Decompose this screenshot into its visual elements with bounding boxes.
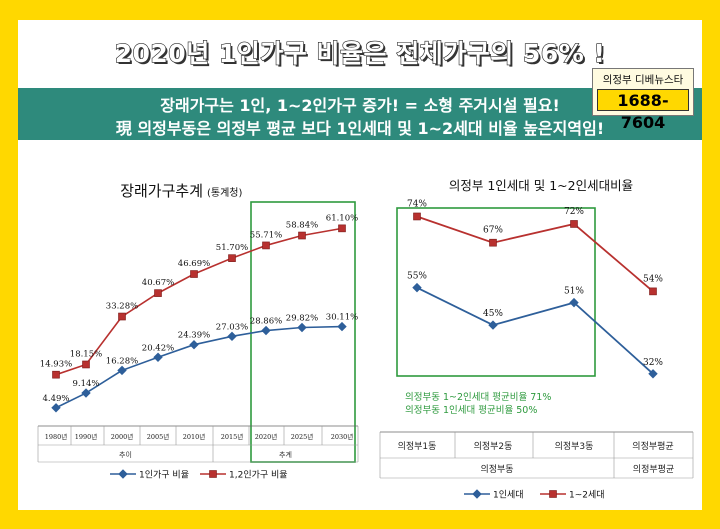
chart2-data-point: [489, 238, 497, 247]
chart2-data-label: 55%: [407, 272, 427, 282]
info-banner: 장래가구는 1인, 1~2인가구 증가! = 소형 주거시설 필요! 現 의정부…: [18, 88, 702, 140]
chart1-data-label: 18.15%: [70, 349, 102, 359]
chart1-x-tick-label: 2000년: [111, 432, 134, 441]
title-bar: 2020년 1인가구 비율은 전체가구의 56% !: [18, 20, 702, 82]
chart1-data-label: 55.71%: [250, 230, 282, 240]
chart2-data-label: 74%: [407, 199, 427, 209]
chart1-x-tick-label: 1980년: [45, 432, 68, 441]
chart2-data-label: 32%: [643, 358, 663, 368]
chart2-title: 의정부 1인세대 및 1~2인세대비율: [449, 178, 633, 193]
chart1-x-tick-label: 2030년: [331, 432, 354, 441]
chart2-data-label: 51%: [564, 287, 584, 297]
chart1-data-point: [154, 289, 162, 297]
chart2-data-point: [648, 369, 658, 379]
chart2-highlight-box: [396, 207, 596, 377]
chart2-x-tick-label: 의정부1동: [398, 441, 437, 452]
chart2-legend-marker: [549, 490, 557, 498]
chart1-x-tick-label: 1990년: [75, 432, 98, 441]
chart1-title: 장래가구추계: [120, 182, 203, 200]
chart1-data-label: 29.82%: [286, 313, 318, 323]
brand-phone: 1688-7604: [597, 89, 689, 132]
chart1-data-label: 51.70%: [216, 243, 248, 253]
chart1-subtitle: (통계청): [207, 187, 243, 199]
chart1-data-point: [261, 325, 271, 336]
chart2-x-tick-label: 의정부2동: [474, 441, 513, 452]
chart1-data-label: 28.86%: [250, 317, 282, 327]
chart1-data-point: [117, 365, 127, 376]
chart2-annotation: 의정부동 1인세대 평균비율 50%: [405, 405, 537, 416]
household-projection-chart: 장래가구추계 (통계청) 1980년 1990년 2000년 2005년 2010년 2015…: [37, 182, 359, 481]
chart2-legend-marker: [472, 489, 482, 499]
chart2-annotation: 의정부동 1~2인세대 평균비율 71%: [405, 392, 551, 403]
chart1-data-label: 46.69%: [178, 259, 210, 269]
chart2-data-label: 72%: [564, 207, 584, 217]
chart2-data-label: 67%: [483, 226, 503, 236]
chart1-x-tick-label: 2010년: [183, 432, 206, 441]
chart1-data-label: 9.14%: [72, 379, 99, 389]
chart2-data-point: [569, 297, 579, 308]
chart1-data-point: [227, 331, 237, 342]
chart1-data-point: [337, 321, 347, 332]
chart1-data-label: 24.39%: [178, 331, 210, 341]
chart1-data-point: [228, 254, 236, 262]
chart1-data-label: 4.49%: [42, 394, 69, 404]
chart1-data-label: 33.28%: [106, 302, 138, 312]
chart1-data-label: 14.93%: [40, 360, 72, 370]
chart2-data-point: [412, 282, 422, 293]
chart1-data-point: [297, 322, 307, 333]
chart1-data-label: 61.10%: [326, 213, 358, 223]
chart2-data-point: [413, 212, 421, 221]
chart2-data-label: 45%: [483, 309, 503, 319]
chart1-x-tick-label: 2015년: [221, 432, 244, 441]
chart1-data-point: [338, 224, 346, 233]
chart2-series-line: [416, 286, 654, 375]
chart1-legend-label: 1인가구 비율: [139, 470, 189, 481]
chart2-series-line: [416, 215, 654, 293]
chart1-data-point: [81, 388, 91, 398]
chart1-data-point: [298, 231, 306, 240]
chart1-data-label: 58.84%: [286, 221, 318, 231]
chart1-data-point: [51, 403, 61, 413]
chart1-data-point: [118, 312, 126, 321]
chart1-data-label: 40.67%: [142, 278, 174, 288]
chart2-x-tick-label: 의정부평균: [632, 441, 673, 452]
chart1-data-point: [262, 241, 270, 250]
chart2-legend-label: 1인세대: [493, 490, 524, 501]
banner-line-2: 現 의정부동은 의정부 평균 보다 1인세대 및 1~2세대 비율 높은지역임!: [115, 119, 605, 138]
chart2-data-point: [649, 287, 657, 296]
chart1-data-point: [82, 360, 90, 369]
chart1-data-point: [52, 370, 60, 379]
chart2-group-label: 의정부평균: [633, 464, 674, 475]
brand-name: 의정부 디베뉴스타: [602, 74, 684, 86]
infographic-frame: 2020년 1인가구 비율은 전체가구의 56% ! 의정부 디베뉴스타 168…: [18, 20, 702, 510]
brand-box: 의정부 디베뉴스타 1688-7604: [592, 68, 694, 132]
chart2-data-point: [488, 320, 498, 330]
chart1-data-point: [189, 339, 199, 350]
chart1-legend-label: 1,2인가구 비율: [229, 470, 288, 481]
charts-canvas: 장래가구추계 (통계청) 1980년 1990년 2000년 2005년 2010년 2015…: [37, 178, 694, 501]
chart2-x-tick-label: 의정부3동: [555, 441, 594, 452]
chart1-data-label: 20.42%: [142, 343, 174, 353]
chart1-data-point: [190, 270, 198, 278]
chart1-legend-marker: [209, 470, 217, 478]
chart1-x-tick-label: 2020년: [255, 432, 278, 441]
banner-line-1: 장래가구는 1인, 1~2인가구 증가! = 소형 주거시설 필요!: [160, 96, 560, 115]
chart2-group-label: 의정부동: [480, 464, 513, 475]
chart1-legend-marker: [118, 469, 128, 479]
page-title: 2020년 1인가구 비율은 전체가구의 56% !: [114, 38, 606, 68]
chart2-data-point: [570, 220, 578, 228]
chart2-data-label: 54%: [643, 274, 663, 284]
chart1-x-tick-label: 2025년: [291, 432, 314, 441]
chart1-data-label: 16.28%: [106, 356, 138, 366]
chart1-data-label: 27.03%: [216, 322, 248, 332]
chart1-group-label: 추계: [279, 450, 292, 459]
chart1-x-tick-label: 2005년: [147, 432, 170, 441]
chart2-legend-label: 1~2세대: [569, 490, 605, 501]
chart1-data-point: [153, 352, 163, 362]
chart1-group-label: 추이: [119, 450, 132, 459]
chart1-data-label: 30.11%: [326, 313, 358, 323]
